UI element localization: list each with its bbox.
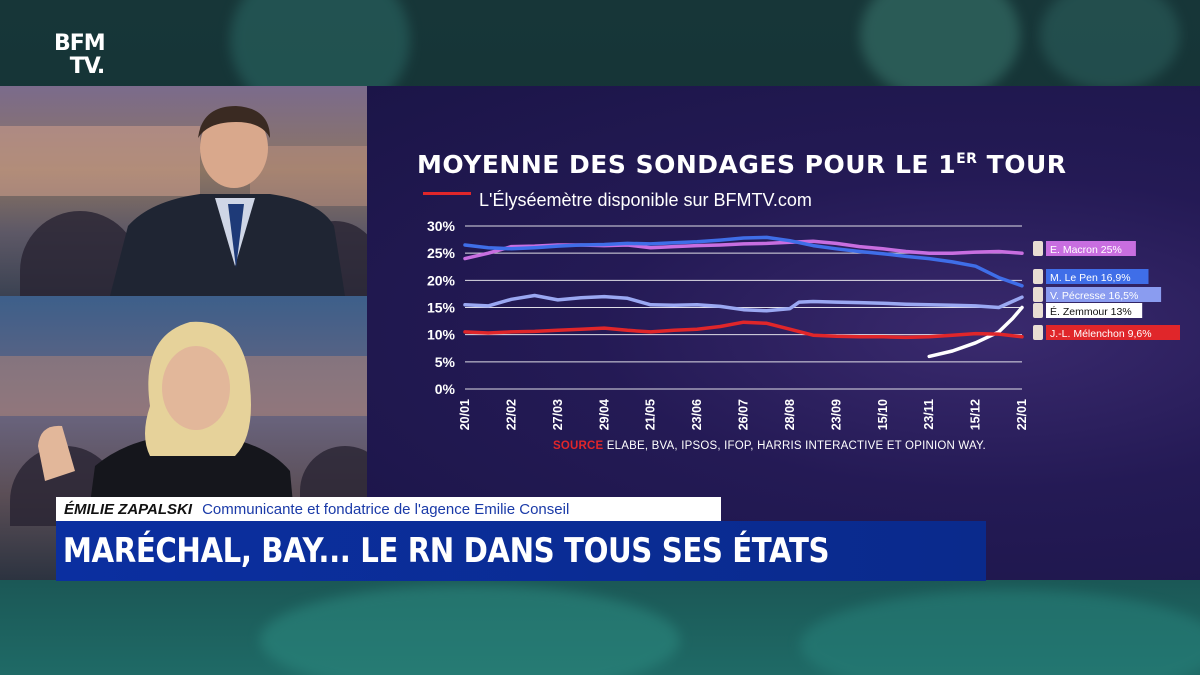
- y-tick-label: 0%: [435, 381, 456, 397]
- logo-text-bfm: BFM: [54, 31, 106, 56]
- building-shape: [0, 126, 200, 196]
- background-blur-shape: [1040, 0, 1180, 90]
- series-end-label: V. Pécresse 16,5%: [1050, 290, 1138, 302]
- x-tick-label: 28/08: [783, 399, 797, 430]
- candidate-photo-icon: [1033, 287, 1043, 302]
- y-tick-label: 30%: [427, 218, 456, 234]
- x-tick-label: 22/02: [504, 399, 518, 430]
- background-blur-shape: [260, 585, 680, 675]
- background-blur-shape: [860, 0, 1020, 100]
- chart-title-end: TOUR: [977, 150, 1067, 179]
- speaker-name: ÉMILIE ZAPALSKI: [64, 500, 193, 518]
- candidate-photo-icon: [1033, 325, 1043, 340]
- channel-logo: BFM TV.: [54, 32, 118, 82]
- y-tick-label: 10%: [427, 327, 456, 343]
- x-tick-label: 27/03: [551, 399, 565, 430]
- y-tick-label: 5%: [435, 354, 456, 370]
- candidate-photo-icon: [1033, 241, 1043, 256]
- y-tick-label: 25%: [427, 245, 456, 261]
- series-label-bg: [1046, 241, 1136, 256]
- x-tick-label: 21/05: [644, 399, 658, 430]
- y-tick-label: 15%: [427, 300, 456, 316]
- chart-title: MOYENNE DES SONDAGES POUR LE 1ER TOUR: [417, 150, 1067, 179]
- logo-text-tv: TV.: [69, 54, 106, 79]
- x-tick-label: 20/01: [458, 399, 472, 430]
- chart-source-text: ELABE, BVA, IPSOS, IFOP, HARRIS INTERACT…: [603, 440, 986, 452]
- series-label-bg: [1046, 303, 1143, 318]
- series-line: [927, 305, 1024, 359]
- chart-title-text: MOYENNE DES SONDAGES POUR LE 1: [417, 150, 957, 179]
- guest-1-figure: [110, 106, 345, 296]
- line-chart: 30% 25% 20% 15% 10% 5% 0%20/01 22/02 27/03 29/04 2…: [427, 218, 1180, 430]
- chart-source: SOURCE ELABE, BVA, IPSOS, IFOP, HARRIS I…: [553, 440, 986, 452]
- chart-subtitle: L'Élyséemètre disponible sur BFMTV.com: [479, 190, 812, 210]
- x-tick-label: 23/06: [690, 399, 704, 430]
- x-tick-label: 23/09: [829, 399, 843, 430]
- series-line: [463, 235, 1024, 288]
- x-tick-label: 26/07: [737, 399, 751, 430]
- series-line: [463, 239, 1024, 261]
- video-panel-guest-1: [0, 86, 367, 296]
- x-tick-label: 15/12: [969, 399, 983, 430]
- x-tick-label: 22/01: [1015, 399, 1029, 430]
- headline-bar: MARÉCHAL, BAY... LE RN DANS TOUS SES ÉTA…: [56, 521, 986, 581]
- series-line: [463, 320, 1024, 340]
- series-end-label: M. Le Pen 16,9%: [1050, 272, 1131, 284]
- series-end-label: J.-L. Mélenchon 9,6%: [1050, 328, 1152, 340]
- headline-text: MARÉCHAL, BAY... LE RN DANS TOUS SES ÉTA…: [62, 531, 830, 571]
- subtitle-red-rule: [423, 192, 471, 195]
- candidate-photo-icon: [1033, 269, 1043, 284]
- poll-chart-panel: MOYENNE DES SONDAGES POUR LE 1ER TOUR L'…: [367, 86, 1200, 580]
- series-label-bg: [1046, 287, 1162, 302]
- speaker-name-bar: ÉMILIE ZAPALSKI Communicante et fondatri…: [56, 497, 721, 521]
- series-end-label: E. Macron 25%: [1050, 244, 1122, 256]
- chart-title-superscript: ER: [956, 151, 978, 167]
- series-label-bg: [1046, 325, 1180, 340]
- series-end-label: É. Zemmour 13%: [1050, 305, 1132, 318]
- series-label-bg: [1046, 269, 1149, 284]
- x-tick-label: 29/04: [597, 399, 611, 430]
- background-blur-shape: [800, 590, 1200, 675]
- x-tick-label: 15/10: [876, 399, 890, 430]
- speaker-role: Communicante et fondatrice de l'agence E…: [202, 500, 570, 518]
- chart-source-key: SOURCE: [553, 440, 604, 452]
- y-tick-label: 20%: [427, 272, 456, 288]
- x-tick-label: 23/11: [922, 399, 936, 430]
- series-line: [463, 293, 1024, 313]
- candidate-photo-icon: [1033, 303, 1043, 318]
